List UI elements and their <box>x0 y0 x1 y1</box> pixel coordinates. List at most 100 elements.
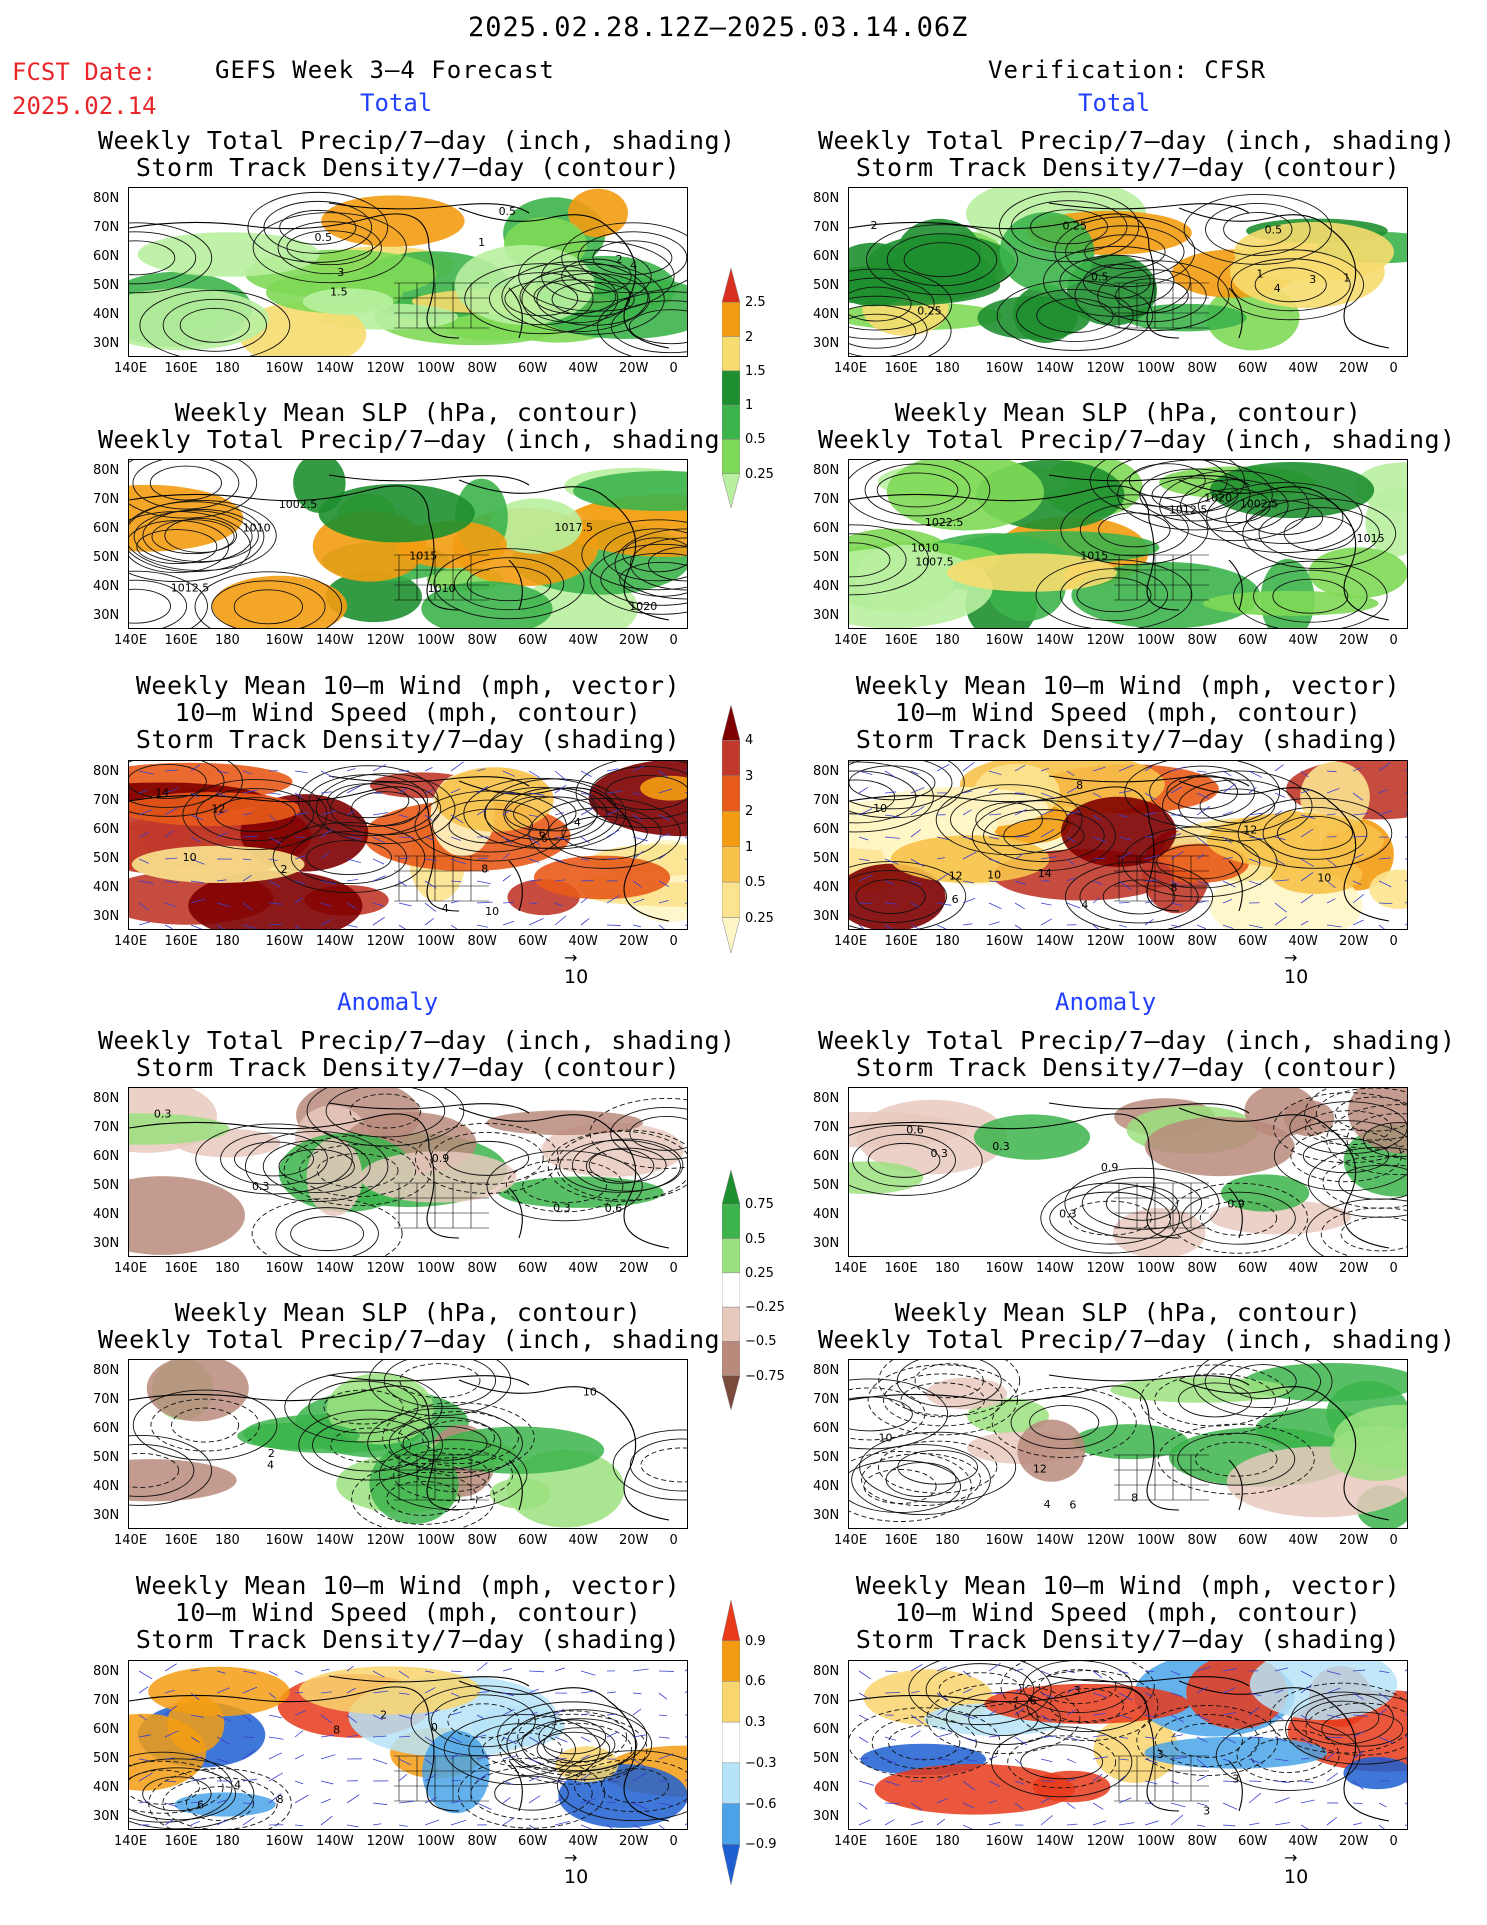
wind-vector <box>164 1689 176 1694</box>
vector-reference-value: 10 <box>1284 966 1309 988</box>
contour-line <box>132 460 240 510</box>
wind-vector <box>1144 879 1159 882</box>
wind-vector <box>936 1666 948 1672</box>
wind-vector <box>858 786 869 794</box>
contour-line <box>551 281 635 317</box>
contour-line <box>1262 806 1368 860</box>
contour-line <box>129 1760 224 1814</box>
contour-label: 2 <box>380 1708 387 1721</box>
lat-tick-label: 80N <box>813 1091 840 1106</box>
wind-vector <box>1066 810 1082 816</box>
map-panel: 2 0 4 8 6 8 <box>128 1660 688 1830</box>
lat-tick-label: 40N <box>813 1780 840 1795</box>
lon-tick-label: 140W <box>1036 1834 1074 1849</box>
contour-label: 2 <box>281 863 288 876</box>
contour-line <box>871 1716 977 1770</box>
wind-vector <box>1352 1730 1365 1738</box>
wind-vector <box>1170 833 1182 838</box>
wind-vector <box>502 1780 514 1786</box>
lon-tick-label: 160E <box>884 633 918 648</box>
shading-blob <box>849 1161 924 1194</box>
lon-tick-label: 100W <box>417 633 455 648</box>
lon-tick-label: 140E <box>834 1261 868 1276</box>
contour-line <box>561 815 648 851</box>
contour-line <box>619 561 687 597</box>
contour-line <box>129 222 213 294</box>
lon-tick-label: 20W <box>619 633 649 648</box>
lat-tick-label: 80N <box>813 1363 840 1378</box>
shading-blob <box>1125 303 1247 332</box>
contour-line <box>914 1363 984 1399</box>
map-panel: 6 4 2 12 8 10 14 10 4 6 <box>128 760 688 930</box>
wind-vector <box>1196 1802 1208 1807</box>
wind-vector <box>164 1819 174 1826</box>
contour-line <box>849 524 930 596</box>
contour-line <box>195 1123 353 1195</box>
wind-vector <box>606 768 619 772</box>
wind-vector <box>424 1796 438 1804</box>
wind-vector <box>1300 789 1311 794</box>
wind-vector <box>242 1714 252 1722</box>
lat-tick-label: 80N <box>93 1664 120 1679</box>
contour-line <box>139 289 291 356</box>
contour-line <box>129 579 188 628</box>
wind-vector <box>242 835 258 838</box>
wind-vector <box>164 787 179 794</box>
lon-tick-label: 80W <box>1187 1533 1217 1548</box>
contour-label: 8 <box>481 863 488 876</box>
contour-line <box>517 1710 628 1764</box>
wind-vector <box>1378 1708 1388 1716</box>
coastline <box>129 775 670 922</box>
wind-vector <box>502 1736 517 1745</box>
wind-vector <box>372 1758 388 1765</box>
wind-vector <box>346 1714 357 1724</box>
contour-line <box>1326 1104 1407 1176</box>
wind-vector <box>962 851 977 860</box>
right-anomaly-label: Anomaly <box>1055 988 1157 1016</box>
wind-vector <box>858 1714 868 1720</box>
contour-line <box>306 1088 465 1147</box>
contour-line <box>1338 1164 1407 1200</box>
wind-vector <box>1014 924 1023 929</box>
colorbar-label: 0.6 <box>745 1674 766 1690</box>
lon-tick-label: 140E <box>834 361 868 376</box>
wind-vector <box>1118 851 1132 860</box>
contour-line <box>162 1777 278 1829</box>
contour-label: 1010 <box>428 582 456 595</box>
wind-vector <box>1378 857 1391 860</box>
contour-line <box>628 309 687 345</box>
contour-line <box>388 1416 502 1470</box>
contour-line <box>1315 1088 1407 1141</box>
wind-vector <box>502 853 510 860</box>
contour-line <box>585 1148 655 1184</box>
map-panel: 1020 1015 1022.5 1010 1007.5 1002.5 1012.5 1015 <box>848 459 1408 629</box>
wind-vector <box>424 1819 440 1826</box>
wind-vector <box>606 1824 614 1829</box>
shading-blob <box>1209 462 1375 519</box>
coastline <box>129 1102 670 1249</box>
lon-tick-label: 40W <box>1288 1261 1318 1276</box>
wind-vector <box>216 1758 230 1763</box>
wind-vector <box>294 812 309 816</box>
contour-line <box>863 1469 937 1504</box>
contour-label: 1007.5 <box>915 556 954 569</box>
lon-tick-label: 0 <box>669 1533 678 1548</box>
wind-vector <box>1118 924 1127 928</box>
wind-vector <box>632 1772 647 1782</box>
wind-vector <box>476 880 491 885</box>
wind-vector <box>242 1686 258 1694</box>
wind-vector <box>1404 923 1407 926</box>
wind-vector <box>554 1708 565 1716</box>
vector-reference-value: 10 <box>564 1866 589 1888</box>
contour-line <box>1225 491 1344 545</box>
wind-vector <box>658 880 670 887</box>
contour-label: 1012.5 <box>1169 504 1208 517</box>
lon-tick-label: 0 <box>669 361 678 376</box>
wind-vector <box>164 1802 178 1808</box>
wind-vector <box>1040 828 1055 838</box>
wind-vector <box>528 1795 541 1804</box>
wind-vector <box>476 857 488 860</box>
wind-vector <box>138 921 151 926</box>
contour-line <box>262 1140 371 1193</box>
wind-vector <box>528 902 538 905</box>
